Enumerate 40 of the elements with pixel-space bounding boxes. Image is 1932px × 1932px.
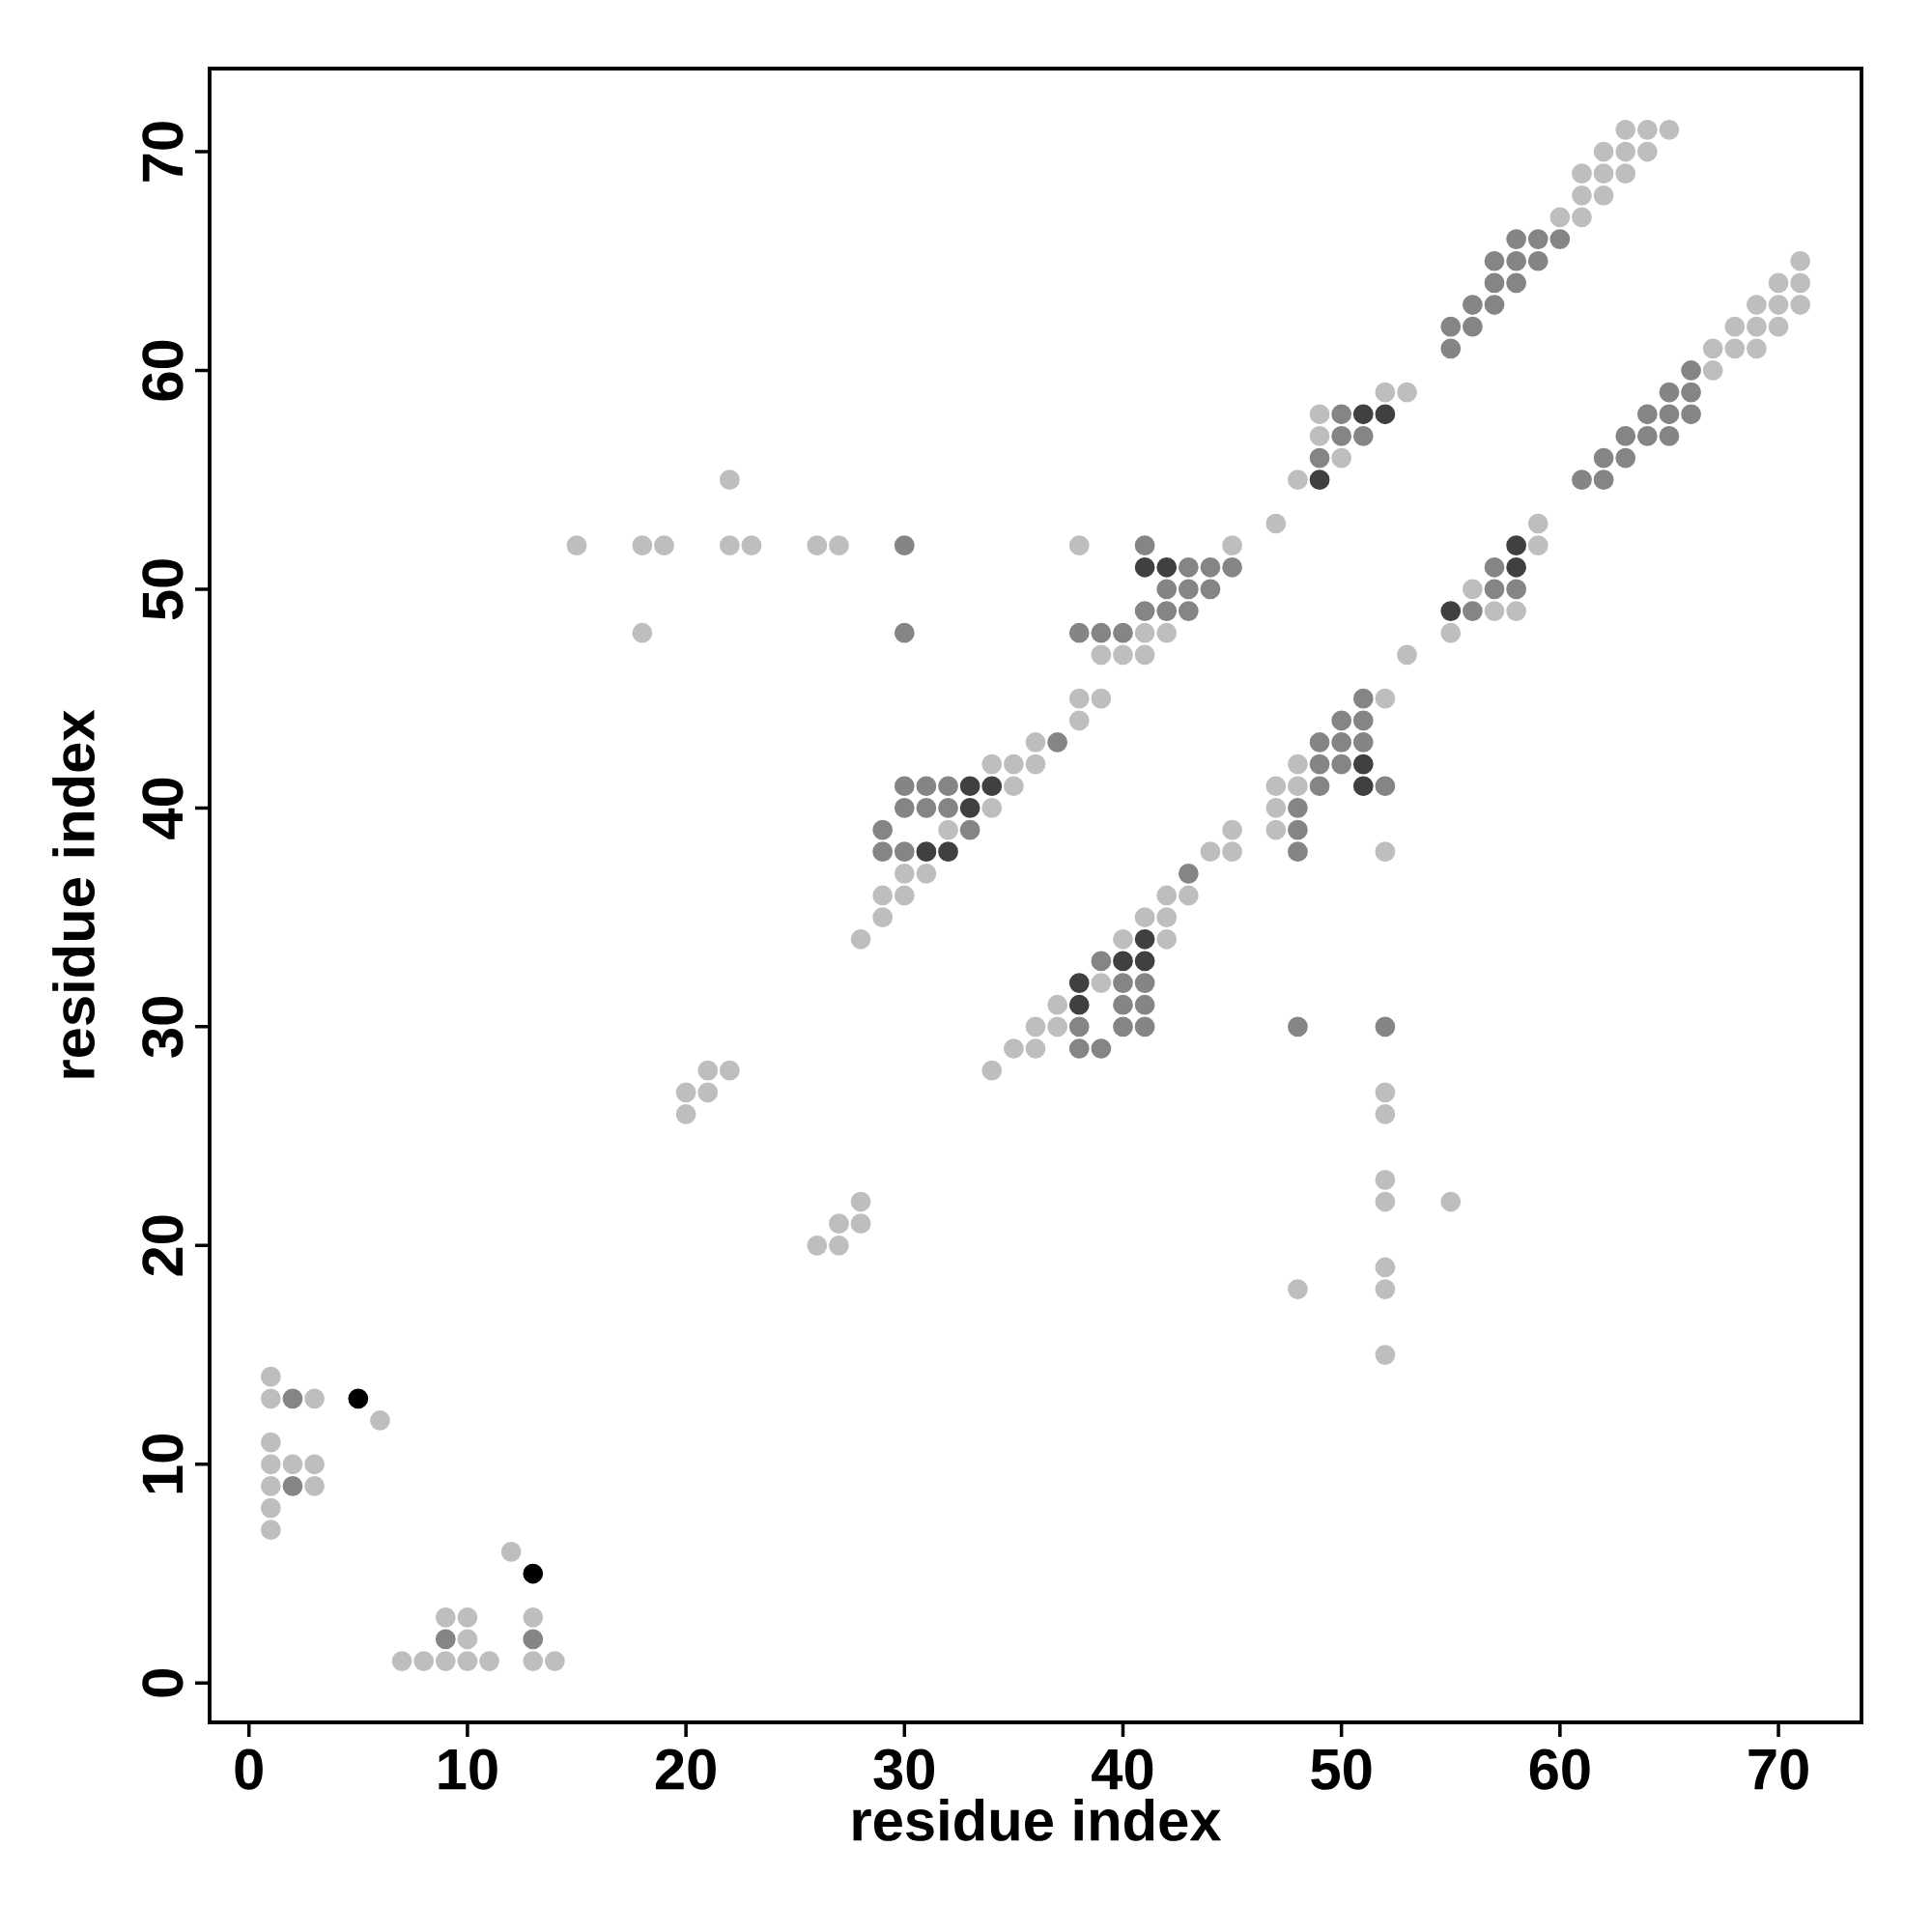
point bbox=[1375, 404, 1396, 425]
point bbox=[1352, 776, 1374, 797]
x-tick-label: 40 bbox=[1092, 1748, 1153, 1790]
y-axis-title: residue index bbox=[52, 709, 96, 1078]
y-tick-label: 30 bbox=[142, 997, 184, 1058]
point bbox=[1506, 556, 1526, 578]
point bbox=[938, 841, 958, 863]
point bbox=[1134, 556, 1155, 578]
y-tick-label: 10 bbox=[142, 1435, 184, 1493]
point bbox=[1352, 753, 1374, 775]
point bbox=[523, 1563, 544, 1584]
x-axis-title: residue index bbox=[853, 1798, 1222, 1841]
x-tick-label: 20 bbox=[655, 1748, 716, 1790]
x-tick-label: 0 bbox=[235, 1748, 263, 1790]
point bbox=[1309, 469, 1330, 491]
y-tick-label: 0 bbox=[142, 1669, 184, 1697]
y-tick-label: 40 bbox=[142, 778, 184, 839]
point bbox=[1506, 535, 1526, 556]
y-tick-label: 20 bbox=[142, 1215, 184, 1276]
y-tick-label: 60 bbox=[142, 340, 184, 401]
point bbox=[1134, 951, 1155, 972]
y-tick-label: 50 bbox=[142, 559, 184, 620]
point bbox=[1113, 951, 1133, 972]
x-tick-label: 30 bbox=[873, 1748, 935, 1790]
point bbox=[916, 841, 937, 863]
point bbox=[1068, 994, 1090, 1015]
point bbox=[1068, 973, 1090, 993]
x-tick-label: 50 bbox=[1311, 1748, 1372, 1790]
point bbox=[959, 776, 980, 797]
y-tick-label: 70 bbox=[142, 122, 184, 182]
point bbox=[959, 798, 980, 818]
point bbox=[1440, 601, 1462, 621]
x-tick-label: 70 bbox=[1748, 1748, 1808, 1790]
x-tick-label: 10 bbox=[439, 1748, 497, 1790]
point bbox=[348, 1388, 369, 1409]
point bbox=[1156, 556, 1178, 578]
point bbox=[1134, 928, 1155, 950]
x-tick-label: 60 bbox=[1529, 1748, 1590, 1790]
point bbox=[1352, 404, 1374, 425]
point bbox=[981, 776, 1003, 797]
